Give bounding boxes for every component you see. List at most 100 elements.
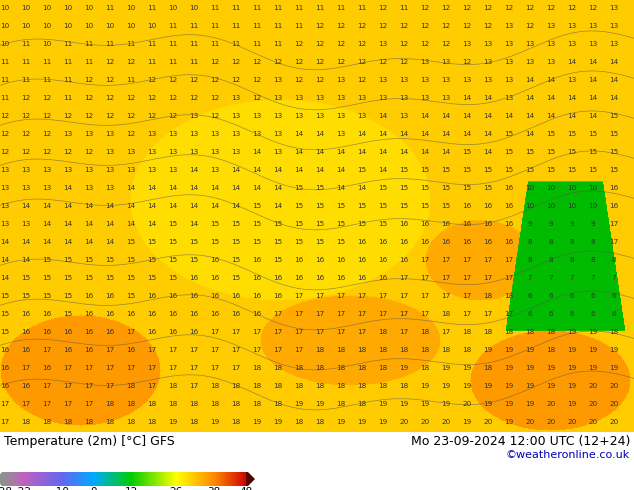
Text: 19: 19: [441, 401, 451, 407]
Bar: [56, 472, 58, 486]
Text: 13: 13: [231, 95, 241, 101]
Text: 15: 15: [337, 203, 346, 209]
Text: 19: 19: [399, 401, 409, 407]
Text: 8: 8: [591, 257, 595, 263]
Bar: [143, 472, 145, 486]
Bar: [188, 472, 190, 486]
Text: 16: 16: [483, 203, 493, 209]
Text: 17: 17: [105, 365, 115, 371]
Text: 13: 13: [378, 77, 387, 83]
Bar: [4, 472, 5, 486]
Bar: [182, 472, 183, 486]
Bar: [107, 472, 108, 486]
Text: 13: 13: [169, 167, 178, 173]
Text: 15: 15: [169, 239, 178, 245]
Text: 16: 16: [505, 239, 514, 245]
Bar: [196, 472, 197, 486]
Text: 13: 13: [147, 149, 157, 155]
Bar: [119, 472, 120, 486]
Text: 18: 18: [441, 347, 451, 353]
Text: 18: 18: [378, 383, 387, 389]
Text: 16: 16: [399, 221, 409, 227]
Text: 14: 14: [399, 149, 409, 155]
Text: 15: 15: [252, 221, 262, 227]
Text: 14: 14: [84, 221, 94, 227]
Bar: [201, 472, 202, 486]
Text: 16: 16: [252, 275, 262, 281]
Bar: [126, 472, 127, 486]
Text: 14: 14: [126, 185, 136, 191]
Text: 14: 14: [609, 59, 619, 65]
Text: 13: 13: [505, 59, 514, 65]
Bar: [113, 472, 115, 486]
Text: 18: 18: [169, 383, 178, 389]
Bar: [43, 472, 44, 486]
Bar: [195, 472, 197, 486]
Bar: [27, 472, 29, 486]
Text: 6: 6: [570, 293, 574, 299]
Text: 17: 17: [378, 311, 387, 317]
Text: 17: 17: [441, 329, 451, 335]
Bar: [204, 472, 205, 486]
Text: 17: 17: [462, 311, 472, 317]
Text: 13: 13: [105, 167, 115, 173]
Text: 15: 15: [273, 221, 283, 227]
Text: 14: 14: [273, 203, 283, 209]
Text: 7: 7: [527, 275, 533, 281]
Text: 17: 17: [483, 257, 493, 263]
Bar: [229, 472, 230, 486]
Text: 7: 7: [591, 275, 595, 281]
Bar: [171, 472, 172, 486]
Text: 10: 10: [22, 5, 30, 11]
Text: 13: 13: [399, 95, 409, 101]
Text: 14: 14: [462, 95, 472, 101]
Bar: [135, 472, 136, 486]
Text: 12: 12: [126, 131, 136, 137]
Text: 13: 13: [210, 167, 219, 173]
Text: 12: 12: [294, 59, 304, 65]
Text: 12: 12: [378, 59, 387, 65]
Text: 16: 16: [399, 257, 409, 263]
Text: 16: 16: [1, 347, 10, 353]
Text: 11: 11: [169, 23, 178, 29]
Text: 13: 13: [567, 41, 577, 47]
Text: 16: 16: [252, 293, 262, 299]
Text: 19: 19: [567, 383, 577, 389]
Text: 15: 15: [337, 239, 346, 245]
Bar: [117, 472, 119, 486]
Text: 15: 15: [609, 113, 619, 119]
Text: 13: 13: [420, 77, 430, 83]
Bar: [235, 472, 236, 486]
Bar: [87, 472, 89, 486]
Bar: [74, 472, 75, 486]
Text: 20: 20: [483, 419, 493, 425]
Text: 19: 19: [315, 401, 325, 407]
Text: 17: 17: [399, 329, 409, 335]
Text: 16: 16: [190, 275, 198, 281]
Bar: [52, 472, 53, 486]
Text: 18: 18: [483, 293, 493, 299]
Bar: [31, 472, 32, 486]
Bar: [197, 472, 198, 486]
Bar: [172, 472, 173, 486]
Text: 17: 17: [294, 347, 304, 353]
Text: 9: 9: [570, 221, 574, 227]
Bar: [133, 472, 134, 486]
Text: 18: 18: [105, 419, 115, 425]
Bar: [180, 472, 181, 486]
Text: 17: 17: [231, 365, 241, 371]
Text: 13: 13: [273, 149, 283, 155]
Text: 17: 17: [315, 329, 325, 335]
Text: 16: 16: [505, 221, 514, 227]
Bar: [238, 472, 239, 486]
Bar: [244, 472, 245, 486]
Text: 13: 13: [399, 77, 409, 83]
Text: 16: 16: [358, 239, 366, 245]
Bar: [245, 472, 246, 486]
Text: 17: 17: [84, 365, 94, 371]
Text: 12: 12: [1, 131, 10, 137]
Text: 8: 8: [612, 257, 616, 263]
Bar: [236, 472, 237, 486]
Text: 16: 16: [169, 293, 178, 299]
Text: 17: 17: [399, 293, 409, 299]
